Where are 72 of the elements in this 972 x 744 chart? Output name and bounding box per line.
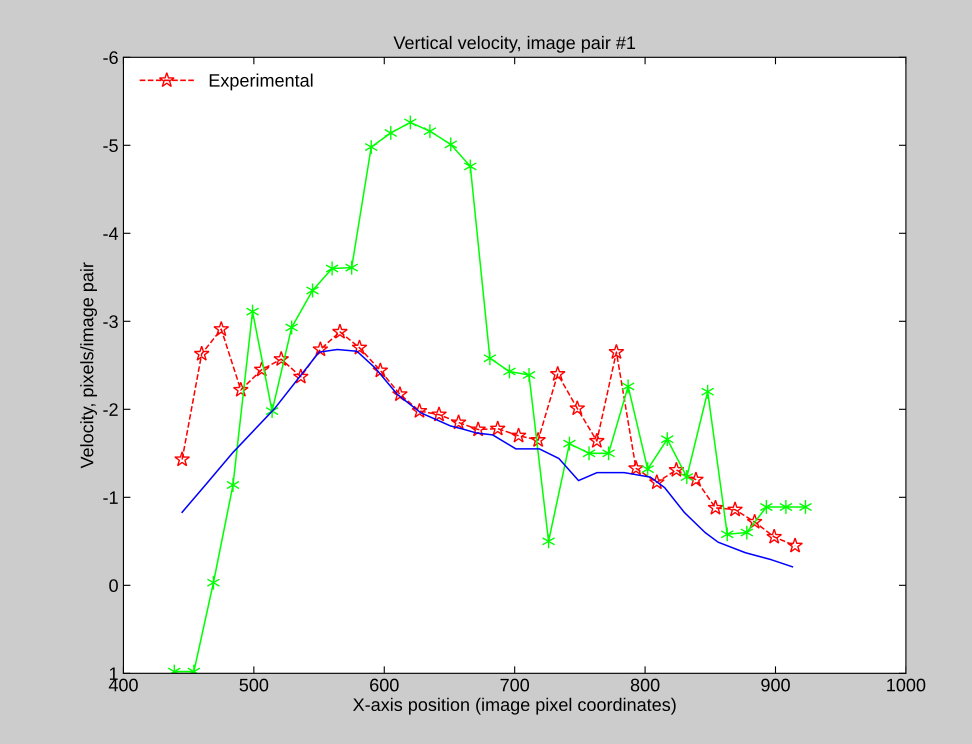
point <box>787 537 804 553</box>
y-axis-title: Velocity, pixels/image pair <box>80 262 97 468</box>
x-tick-label: 700 <box>500 678 530 692</box>
point <box>470 421 486 436</box>
chart-title: Vertical velocity, image pair #1 <box>393 36 636 53</box>
point <box>550 366 566 381</box>
x-axis-title: X-axis position (image pixel coordinates) <box>353 698 676 715</box>
point <box>588 432 605 448</box>
point <box>640 462 654 477</box>
point <box>431 406 447 422</box>
point <box>760 499 774 515</box>
y-tick-label: -4 <box>103 227 118 240</box>
point <box>660 432 674 447</box>
point <box>720 526 734 542</box>
y-tick-label: -5 <box>103 139 118 152</box>
x-tick-label: 500 <box>240 678 268 692</box>
point <box>708 500 724 515</box>
point <box>273 350 290 366</box>
point <box>450 414 467 430</box>
point <box>206 575 220 590</box>
point <box>510 427 527 443</box>
x-tick-label: 800 <box>630 678 660 692</box>
point <box>292 368 309 384</box>
legend-label: Experimental <box>210 74 312 90</box>
point <box>628 460 644 476</box>
point <box>740 524 754 540</box>
point <box>700 384 714 400</box>
y-tick-label: -6 <box>103 51 118 64</box>
point <box>464 158 478 174</box>
point <box>779 499 793 515</box>
point <box>194 346 210 361</box>
point <box>174 451 190 466</box>
point <box>213 320 230 336</box>
point <box>344 260 358 276</box>
point <box>688 471 704 487</box>
point <box>232 382 249 397</box>
point <box>384 125 398 141</box>
point <box>680 469 694 485</box>
x-tick-label: 1000 <box>887 678 926 692</box>
point <box>444 136 458 152</box>
point <box>254 361 270 377</box>
point <box>483 350 497 366</box>
x-tick-label: 400 <box>108 678 138 692</box>
point <box>372 362 388 378</box>
point <box>746 514 763 529</box>
point <box>325 260 339 276</box>
point <box>404 114 418 130</box>
point <box>727 501 744 517</box>
point <box>412 402 428 418</box>
point <box>766 528 782 544</box>
point <box>542 534 556 549</box>
x-tick-label: 600 <box>370 678 399 692</box>
point <box>608 344 624 359</box>
point <box>332 324 348 339</box>
point <box>490 420 506 436</box>
point <box>423 124 437 139</box>
point <box>284 320 298 336</box>
point <box>668 462 684 477</box>
point <box>392 386 408 402</box>
y-tick-label: 0 <box>109 579 118 592</box>
point <box>352 339 368 355</box>
point <box>602 446 616 461</box>
point <box>621 378 635 394</box>
point <box>530 432 546 447</box>
y-tick-label: -3 <box>103 315 118 328</box>
y-tick-label: -1 <box>103 491 118 504</box>
point <box>648 474 665 490</box>
point <box>364 139 378 155</box>
y-tick-label: -2 <box>103 403 118 416</box>
x-tick-label: 900 <box>761 678 790 692</box>
point <box>569 400 586 416</box>
point <box>312 341 328 356</box>
